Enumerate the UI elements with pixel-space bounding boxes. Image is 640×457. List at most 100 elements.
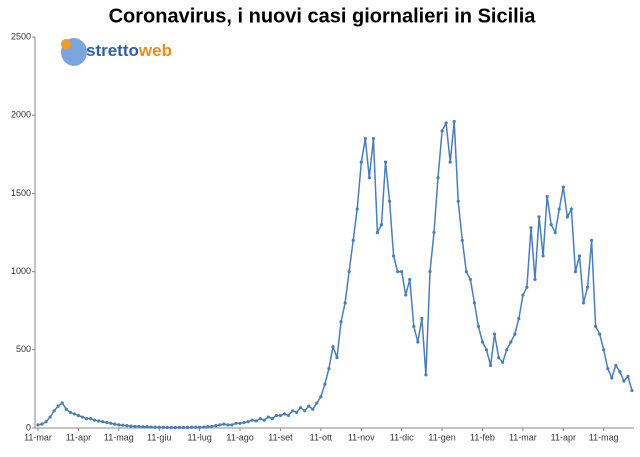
point	[545, 194, 549, 199]
point	[622, 379, 626, 383]
point	[525, 285, 529, 289]
point	[149, 425, 153, 429]
point	[335, 356, 339, 360]
point	[400, 270, 404, 274]
y-tick-label: 1000	[11, 266, 31, 276]
point	[258, 417, 262, 421]
point	[84, 417, 89, 421]
point	[193, 425, 198, 429]
point	[521, 293, 525, 297]
logo-dot	[61, 39, 71, 49]
x-tick-label: 11-ott	[310, 432, 333, 442]
point	[72, 412, 76, 416]
point	[315, 401, 319, 405]
point	[396, 270, 400, 274]
x-tick-label: 11-apr	[551, 432, 576, 442]
x-tick-label: 11-mag	[104, 432, 134, 442]
point	[594, 324, 598, 328]
point	[557, 207, 561, 211]
point	[408, 277, 412, 282]
point	[121, 423, 125, 427]
point	[561, 185, 565, 189]
point	[404, 293, 408, 297]
point	[97, 419, 101, 423]
x-tick-label: 11-lug	[187, 432, 211, 442]
point	[581, 301, 586, 305]
point	[630, 388, 634, 393]
point	[602, 348, 606, 352]
point	[278, 413, 283, 418]
point	[367, 176, 371, 180]
point	[181, 425, 186, 430]
point	[282, 412, 287, 416]
point	[238, 421, 242, 425]
point	[210, 424, 214, 429]
point	[420, 316, 424, 321]
point	[379, 223, 384, 227]
x-tick-label: 11-feb	[470, 432, 495, 442]
point	[299, 406, 303, 410]
series-line	[37, 120, 633, 429]
point	[452, 119, 456, 124]
point	[319, 395, 323, 399]
x-tick-label: 11-dic	[390, 432, 414, 442]
point	[218, 423, 222, 427]
point	[290, 409, 295, 413]
point	[331, 345, 335, 349]
x-tick-label: 11-nov	[348, 432, 375, 442]
point	[553, 230, 557, 235]
point	[614, 363, 618, 368]
point	[598, 332, 602, 336]
point	[589, 238, 594, 242]
chart-title: Coronavirus, i nuovi casi giornalieri in…	[109, 5, 537, 27]
point	[117, 423, 121, 427]
point	[56, 404, 60, 408]
point	[363, 137, 367, 141]
point	[198, 425, 202, 429]
point	[113, 422, 117, 426]
point	[60, 401, 64, 405]
point	[109, 421, 113, 425]
point	[412, 324, 416, 328]
x-tick-label: 11-mar	[509, 432, 537, 442]
x-tick-label: 11-apr	[66, 432, 91, 442]
point	[129, 424, 133, 428]
point	[68, 410, 72, 414]
logo-part: web	[138, 41, 172, 60]
point	[573, 270, 578, 274]
y-tick-label: 0	[26, 422, 31, 432]
y-tick-label: 1500	[11, 188, 31, 198]
point	[488, 363, 493, 368]
x-tick-label: 11-giu	[147, 432, 171, 442]
x-tick-label: 11-gen	[428, 432, 455, 442]
point	[52, 409, 56, 413]
point	[266, 415, 270, 419]
point	[383, 160, 388, 164]
point	[436, 176, 440, 180]
point	[206, 425, 210, 429]
point	[153, 425, 157, 429]
point	[262, 418, 266, 422]
point	[468, 277, 472, 282]
logo: strettoweb	[61, 38, 172, 66]
point	[416, 340, 420, 344]
y-tick-label: 2000	[11, 110, 31, 120]
point	[161, 425, 165, 429]
point	[484, 348, 489, 352]
point	[250, 418, 254, 422]
point	[76, 413, 81, 418]
point	[424, 373, 428, 377]
point	[214, 424, 218, 428]
point	[173, 425, 177, 430]
point	[311, 407, 315, 411]
point	[533, 277, 537, 282]
point	[569, 207, 573, 211]
point	[226, 423, 230, 427]
point	[355, 207, 359, 211]
point	[375, 230, 380, 235]
point	[537, 215, 541, 219]
point	[549, 223, 553, 227]
point	[141, 425, 145, 429]
point	[351, 238, 355, 242]
